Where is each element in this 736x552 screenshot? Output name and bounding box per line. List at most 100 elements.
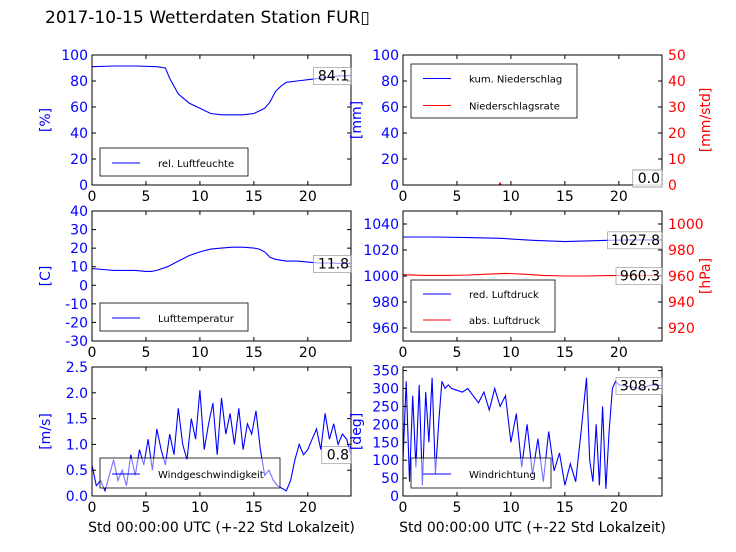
- legend-entry: kum. Niederschlag: [469, 75, 562, 86]
- y-tick-right-label: 40: [668, 74, 686, 90]
- y-tick-label: 300: [372, 382, 399, 398]
- legend-entry: abs. Luftdruck: [469, 316, 540, 327]
- legend-entry: Windrichtung: [469, 470, 536, 481]
- y-tick-label: 50: [381, 471, 399, 487]
- y-tick-label: 0.5: [66, 463, 88, 479]
- plot-frame: [402, 366, 663, 497]
- last-value-label-2: 960.3: [620, 269, 660, 285]
- legend-entry: red. Luftdruck: [469, 290, 539, 301]
- series-line-2: [403, 272, 662, 277]
- x-tick-label: 0: [88, 189, 97, 205]
- x-tick-label: 0: [88, 500, 97, 516]
- x-tick-label: 5: [141, 345, 150, 361]
- y-tick-label: 0: [390, 178, 399, 194]
- y-tick-label: 100: [61, 48, 88, 64]
- y-tick-right-label: 20: [668, 126, 686, 142]
- legend-box: [99, 302, 249, 332]
- plot-frame: [91, 366, 352, 497]
- figure-title: 2017-10-15 Wetterdaten Station FUR▯: [45, 8, 370, 28]
- y-tick-label: 960: [372, 321, 399, 337]
- legend-box: [410, 63, 578, 119]
- last-value-label-box: [615, 377, 663, 395]
- y-tick-label: 100: [372, 453, 399, 469]
- y-tick-right-label: 30: [668, 100, 686, 116]
- y-tick-label: 60: [381, 100, 399, 116]
- y-tick-label: 100: [372, 48, 399, 64]
- series-line-1: [403, 377, 662, 489]
- y-tick-label: 10: [70, 260, 88, 276]
- y-axis-label: [%]: [38, 108, 54, 132]
- x-tick-label: 0: [399, 189, 408, 205]
- panel-temperature: 0 5 10 15 20 -30 -20 -10 0 10 20 30 40 [C] Lufttempera…: [38, 204, 352, 361]
- last-value-label-2-box: [615, 267, 663, 285]
- y-tick-label: 0: [79, 178, 88, 194]
- x-axis-label: Std 00:00:00 UTC (+-22 Std Lokalzeit): [399, 520, 666, 536]
- x-tick-label: 10: [191, 189, 209, 205]
- x-tick-label: 20: [610, 189, 628, 205]
- x-tick-label: 5: [141, 500, 150, 516]
- y-tick-right-label: 940: [668, 295, 695, 311]
- y-tick-label: 1040: [363, 217, 399, 233]
- x-tick-label: 10: [502, 189, 520, 205]
- y-tick-label: 0: [79, 278, 88, 294]
- y-tick-label: 1020: [363, 243, 399, 259]
- y-tick-label: 20: [70, 152, 88, 168]
- x-tick-label: 5: [141, 189, 150, 205]
- legend-entry: rel. Luftfeuchte: [158, 159, 234, 170]
- x-tick-label: 15: [556, 189, 574, 205]
- panel-humidity: 0 5 10 15 20 0 20 40 60 80 100 [%] rel. Luftfeuchte 8…: [38, 48, 352, 205]
- x-tick-label: 20: [610, 345, 628, 361]
- x-tick-label: 20: [299, 500, 317, 516]
- legend-entry: Lufttemperatur: [158, 314, 235, 325]
- y-tick-label: 80: [381, 74, 399, 90]
- y-tick-right-label: 0: [668, 178, 677, 194]
- y-tick-right-label: 960: [668, 269, 695, 285]
- panel-wind-speed: 0 5 10 15 20 0.0 0.5 1.0 1.5 2.0 2.5 [m/s] Std 00:00…: [38, 360, 355, 536]
- y-tick-label: 2.5: [66, 360, 88, 376]
- y-tick-label: 1000: [363, 269, 399, 285]
- y-axis-label: [deg]: [349, 413, 365, 450]
- x-tick-label: 0: [399, 345, 408, 361]
- last-value-label: 308.5: [620, 378, 660, 394]
- y-tick-label: -20: [65, 315, 88, 331]
- x-tick-label: 15: [245, 500, 263, 516]
- x-tick-label: 10: [502, 345, 520, 361]
- last-value-label: 84.1: [318, 69, 349, 85]
- y-tick-label: 1.5: [66, 412, 88, 428]
- x-tick-label: 0: [88, 345, 97, 361]
- series-line-1: [92, 65, 351, 116]
- x-tick-label: 5: [452, 189, 461, 205]
- y-tick-right-label: 50: [668, 48, 686, 64]
- legend-entry: Windgeschwindigkeit: [158, 470, 264, 481]
- y-tick-right-label: 10: [668, 152, 686, 168]
- x-tick-label: 20: [610, 500, 628, 516]
- y-tick-right-label: 980: [668, 243, 695, 259]
- y-tick-label: -30: [65, 334, 88, 350]
- y-tick-label: 80: [70, 74, 88, 90]
- y-tick-label: 980: [372, 295, 399, 311]
- y-tick-label: 20: [381, 152, 399, 168]
- y-tick-label: 30: [70, 223, 88, 239]
- legend-box: [99, 457, 281, 489]
- y-tick-right-label: 920: [668, 321, 695, 337]
- y-tick-label: -10: [65, 297, 88, 313]
- x-axis-label: Std 00:00:00 UTC (+-22 Std Lokalzeit): [88, 520, 355, 536]
- x-tick-label: 10: [191, 500, 209, 516]
- last-value-label-box: [313, 67, 352, 85]
- legend-box: [410, 279, 556, 333]
- y-tick-right-label: 1000: [668, 217, 704, 233]
- legend-entry: Niederschlagsrate: [469, 102, 560, 113]
- series-line-2: [403, 181, 662, 185]
- y-tick-label: 350: [372, 364, 399, 380]
- last-value-label-box: [313, 255, 352, 273]
- last-value-label: 11.8: [318, 256, 349, 272]
- y-axis-label: [m/s]: [38, 413, 54, 450]
- x-tick-label: 15: [245, 345, 263, 361]
- y-tick-label: 200: [372, 417, 399, 433]
- x-tick-label: 20: [299, 345, 317, 361]
- x-tick-label: 15: [245, 189, 263, 205]
- y-tick-label: 1.0: [66, 437, 88, 453]
- last-value-label-box: [607, 231, 663, 250]
- x-tick-label: 5: [452, 500, 461, 516]
